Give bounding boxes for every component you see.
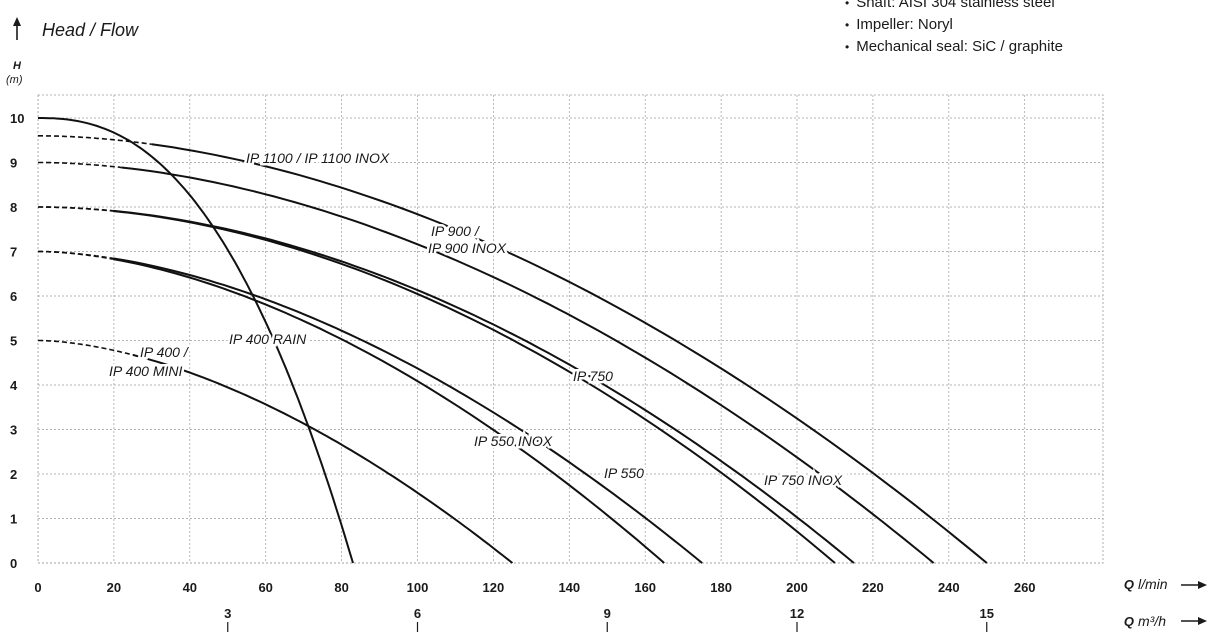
chart-curve-labels: IP 1100 / IP 1100 INOX IP 900 /IP 900 INO…	[107, 148, 846, 491]
curve-dashed-segment	[38, 206, 114, 212]
y-tick-label: 6	[10, 289, 17, 304]
spec-list: Shaft: AISI 304 stainless steel Impeller…	[845, 0, 1063, 58]
curve-dashed-segment	[38, 339, 134, 356]
x-tick-label: 140	[558, 580, 580, 595]
curve-label: IP 400 /	[140, 344, 190, 360]
curve-dashed-segment	[38, 135, 152, 146]
x-axis-label-primary: Q	[1124, 577, 1134, 592]
y-axis-label: H	[13, 60, 22, 72]
x-tick-label: 220	[862, 580, 884, 595]
up-arrow-icon	[13, 17, 21, 40]
curve-label: IP 750 INOX	[764, 472, 843, 488]
curve-label: IP 400 RAIN	[229, 331, 307, 347]
y-tick-label: 2	[10, 467, 17, 482]
x-tick-label: 200	[786, 580, 808, 595]
spec-item: Shaft: AISI 304 stainless steel	[845, 0, 1063, 14]
x-axis-label-secondary: Q	[1124, 614, 1134, 629]
y-tick-label: 0	[10, 556, 17, 571]
pump-curve	[151, 143, 988, 564]
x-tick-label: 160	[634, 580, 656, 595]
secondary-x-tick-label: 9	[604, 606, 611, 621]
spec-item: Impeller: Noryl	[845, 14, 1063, 36]
x-axis-arrow-icon	[1181, 581, 1207, 589]
y-tick-label: 10	[10, 111, 24, 126]
pump-curve	[113, 209, 855, 564]
pump-curve	[121, 166, 935, 564]
x-tick-label: 20	[107, 580, 121, 595]
chart-title: Head / Flow	[42, 20, 139, 40]
pump-curve	[113, 258, 665, 564]
x-tick-label: 80	[334, 580, 348, 595]
pump-curve	[113, 257, 703, 564]
x-tick-label: 60	[258, 580, 272, 595]
x-tick-label: 240	[938, 580, 960, 595]
pump-curve	[113, 210, 836, 564]
spec-item: Mechanical seal: SiC / graphite	[845, 36, 1063, 58]
chart-curves	[38, 117, 988, 564]
chart-axes: 0 20 40 60 80 100 120 140 160 180 200 220 240 2600123…	[10, 111, 1036, 632]
x-tick-label: 260	[1014, 580, 1036, 595]
y-tick-label: 5	[10, 334, 17, 349]
curve-label: IP 1100 / IP 1100 INOX	[246, 150, 390, 166]
curve-label: IP 550 INOX	[474, 433, 553, 449]
secondary-x-tick-label: 12	[790, 606, 804, 621]
y-tick-label: 8	[10, 200, 17, 215]
curve-dashed-segment	[38, 250, 115, 261]
y-tick-label: 4	[10, 378, 18, 393]
y-tick-label: 7	[10, 245, 17, 260]
x-tick-label: 0	[34, 580, 41, 595]
curve-label: IP 400 MINI	[109, 363, 183, 379]
pump-curve	[132, 353, 514, 564]
x-tick-label: 100	[407, 580, 429, 595]
x-axis-unit-secondary: m³/h	[1138, 613, 1166, 629]
secondary-x-tick-label: 6	[414, 606, 421, 621]
curve-label: IP 550	[604, 465, 644, 481]
curve-dashed-segment	[38, 161, 122, 169]
secondary-x-tick-label: 15	[980, 606, 994, 621]
x-tick-label: 180	[710, 580, 732, 595]
curve-label: IP 750	[573, 368, 613, 384]
y-tick-label: 3	[10, 423, 17, 438]
pump-curve	[38, 117, 354, 564]
y-tick-label: 1	[10, 512, 17, 527]
plot-frame	[37, 94, 1104, 564]
x-axis-unit-primary: l/min	[1138, 576, 1168, 592]
y-axis-unit: (m)	[6, 74, 23, 86]
x-tick-label: 120	[483, 580, 505, 595]
secondary-x-axis-arrow-icon	[1181, 617, 1207, 625]
x-tick-label: 40	[183, 580, 197, 595]
curve-label: IP 900 INOX	[428, 240, 507, 256]
y-tick-label: 9	[10, 156, 17, 171]
chart-grid	[37, 94, 1104, 564]
curve-label: IP 900 /	[431, 223, 481, 239]
secondary-x-tick-label: 3	[224, 606, 231, 621]
